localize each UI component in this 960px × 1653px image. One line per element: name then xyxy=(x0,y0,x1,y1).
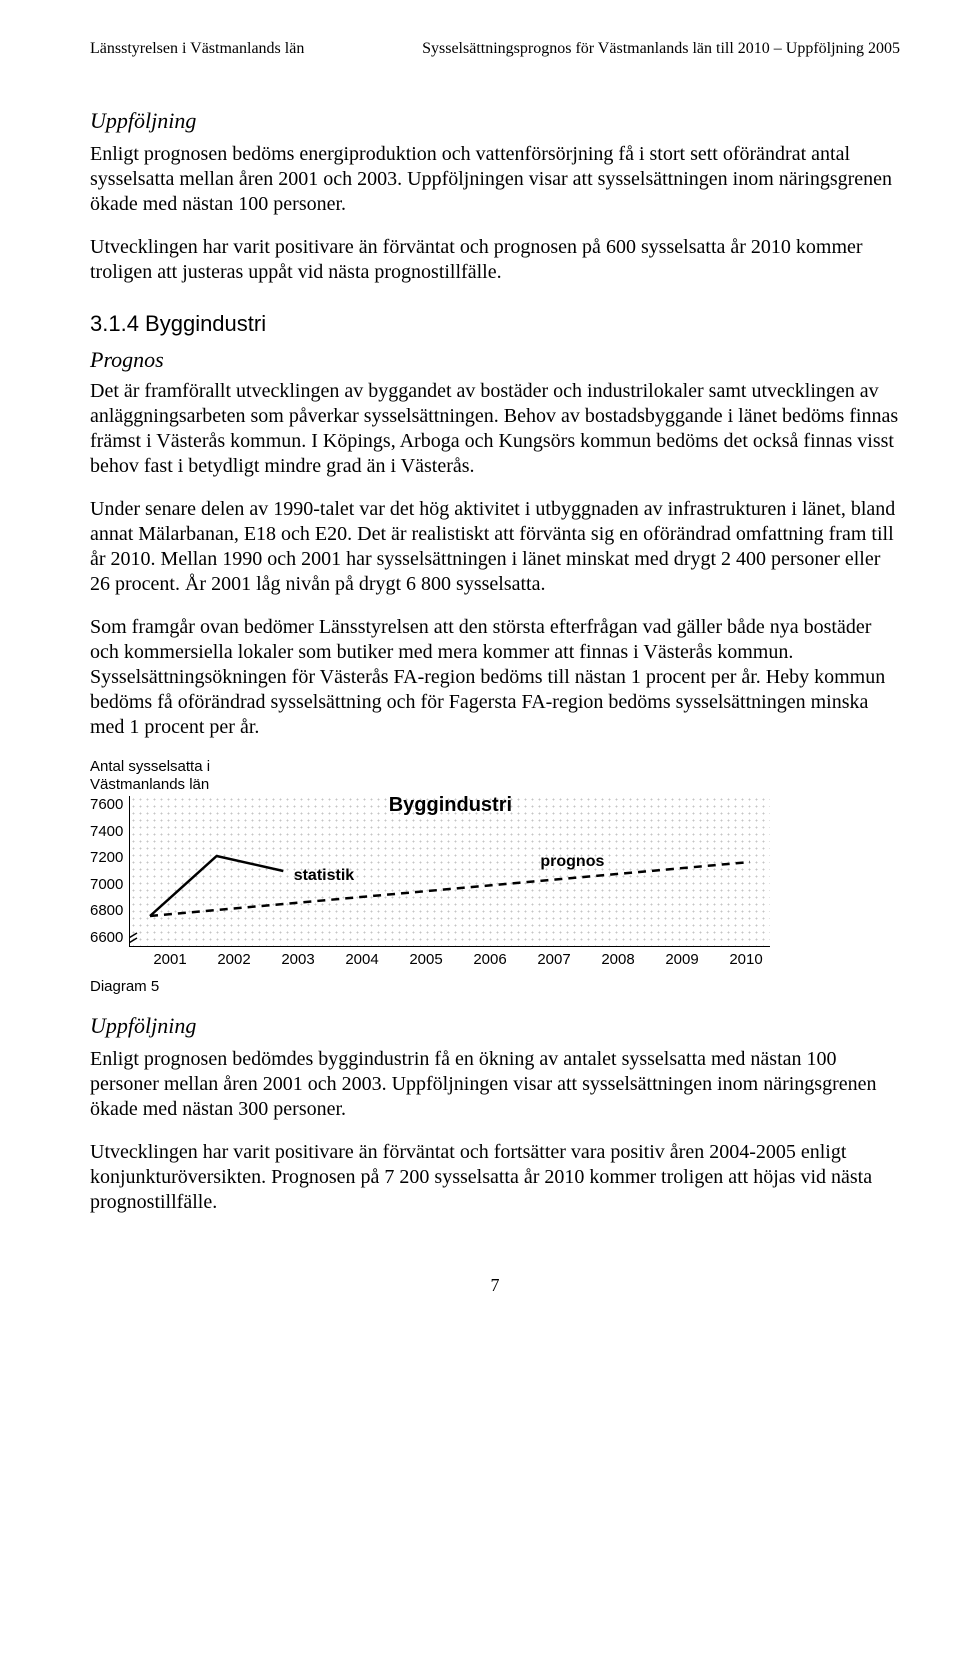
sec1-p1: Enligt prognosen bedöms energiproduktion… xyxy=(90,142,900,217)
sec1-p2: Utvecklingen har varit positivare än för… xyxy=(90,235,900,285)
xtick: 2002 xyxy=(202,951,266,968)
ytick: 7600 xyxy=(90,796,123,813)
xtick: 2007 xyxy=(522,951,586,968)
chart-xaxis: 2001200220032004200520062007200820092010 xyxy=(90,951,778,968)
header-left: Länsstyrelsen i Västmanlands län xyxy=(90,40,304,58)
page: Länsstyrelsen i Västmanlands län Syssels… xyxy=(0,0,960,1326)
ytick: 7200 xyxy=(90,849,123,866)
xtick: 2008 xyxy=(586,951,650,968)
chart-byggindustri: Antal sysselsatta i Västmanlands län 760… xyxy=(90,758,900,995)
sec2-p2: Under senare delen av 1990-talet var det… xyxy=(90,497,900,597)
header-right: Sysselsättningsprognos för Västmanlands … xyxy=(422,40,900,58)
chart-ylabel: Antal sysselsatta i Västmanlands län xyxy=(90,758,900,794)
xtick: 2010 xyxy=(714,951,778,968)
page-number: 7 xyxy=(90,1275,900,1296)
chart-ylabel-line1: Antal sysselsatta i xyxy=(90,758,210,775)
xtick: 2005 xyxy=(394,951,458,968)
section-3-1-4-title: 3.1.4 Byggindustri xyxy=(90,311,900,337)
xtick: 2004 xyxy=(330,951,394,968)
series-label-prognos: prognos xyxy=(540,853,604,871)
xtick: 2006 xyxy=(458,951,522,968)
diagram-number: Diagram 5 xyxy=(90,978,900,995)
sec3-p1: Enligt prognosen bedömdes byggindustrin … xyxy=(90,1047,900,1122)
sec3-p2: Utvecklingen har varit positivare än för… xyxy=(90,1140,900,1215)
xtick: 2003 xyxy=(266,951,330,968)
ytick: 6800 xyxy=(90,902,123,919)
sec2-p1: Det är framförallt utvecklingen av bygga… xyxy=(90,379,900,479)
chart-plot-area: Byggindustri statistik prognos xyxy=(129,796,770,947)
running-header: Länsstyrelsen i Västmanlands län Syssels… xyxy=(90,40,900,58)
chart-svg xyxy=(130,796,770,946)
series-label-statistik: statistik xyxy=(294,867,354,885)
ytick: 7000 xyxy=(90,876,123,893)
prognos-line xyxy=(150,862,750,916)
section-uppfoljning-1-title: Uppföljning xyxy=(90,108,900,134)
ytick: 6600 xyxy=(90,929,123,946)
section-uppfoljning-2-title: Uppföljning xyxy=(90,1013,900,1039)
chart-ylabel-line2: Västmanlands län xyxy=(90,776,209,793)
xtick: 2001 xyxy=(138,951,202,968)
sec2-p3: Som framgår ovan bedömer Länsstyrelsen a… xyxy=(90,615,900,740)
xtick: 2009 xyxy=(650,951,714,968)
chart-yaxis: 7600 7400 7200 7000 6800 6600 xyxy=(90,796,129,946)
ytick: 7400 xyxy=(90,823,123,840)
chart-box: 7600 7400 7200 7000 6800 6600 Byggindustri st… xyxy=(90,796,900,947)
prognos-subtitle: Prognos xyxy=(90,347,900,373)
